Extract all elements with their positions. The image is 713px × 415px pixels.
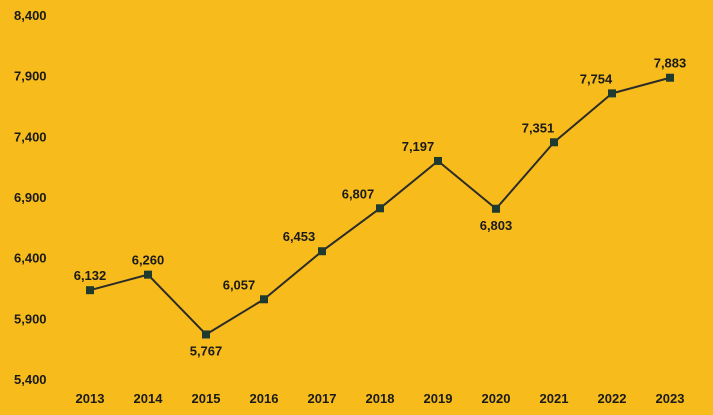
x-tick-label: 2017	[308, 391, 337, 406]
data-label: 7,197	[402, 139, 435, 154]
data-label: 6,260	[132, 253, 165, 268]
data-label: 6,807	[342, 186, 375, 201]
data-point-marker	[86, 286, 94, 295]
data-point-marker	[318, 247, 326, 256]
data-label: 6,057	[223, 277, 256, 292]
data-label: 6,132	[74, 268, 107, 283]
y-tick-label: 5,400	[14, 372, 47, 387]
data-point-marker	[492, 204, 500, 213]
x-tick-label: 2015	[192, 391, 221, 406]
x-tick-label: 2020	[482, 391, 511, 406]
data-markers	[86, 73, 674, 339]
y-tick-label: 7,400	[14, 129, 47, 144]
y-tick-label: 7,900	[14, 69, 47, 84]
data-label: 7,754	[580, 71, 613, 86]
x-tick-label: 2021	[540, 391, 569, 406]
y-tick-label: 6,900	[14, 190, 47, 205]
data-point-marker	[550, 138, 558, 147]
data-point-marker	[666, 73, 674, 82]
y-tick-label: 6,400	[14, 251, 47, 266]
y-tick-label: 5,900	[14, 311, 47, 326]
data-point-marker	[260, 295, 268, 304]
data-point-marker	[434, 156, 442, 165]
x-tick-label: 2013	[76, 391, 105, 406]
y-tick-label: 8,400	[14, 8, 47, 23]
data-point-marker	[376, 204, 384, 213]
x-tick-label: 2023	[656, 391, 685, 406]
data-point-marker	[144, 270, 152, 279]
data-point-marker	[202, 330, 210, 339]
data-point-marker	[608, 89, 616, 98]
x-tick-label: 2019	[424, 391, 453, 406]
data-label: 6,803	[480, 218, 513, 233]
data-label: 7,883	[654, 56, 687, 71]
x-tick-label: 2022	[598, 391, 627, 406]
x-tick-label: 2018	[366, 391, 395, 406]
data-label: 5,767	[190, 343, 223, 358]
data-labels: 6,132 6,260 5,767 6,057 6,453 6,807 7,197 6,803…	[74, 56, 687, 359]
y-axis-ticks: 5,400 5,900 6,400 6,900 7,400 7,900 8,400	[14, 8, 47, 387]
data-label: 7,351	[522, 120, 555, 135]
data-label: 6,453	[283, 229, 316, 244]
x-tick-label: 2016	[250, 391, 279, 406]
x-tick-label: 2014	[134, 391, 164, 406]
x-axis-ticks: 2013 2014 2015 2016 2017 2018 2019 2020 2021 2022…	[76, 391, 685, 406]
